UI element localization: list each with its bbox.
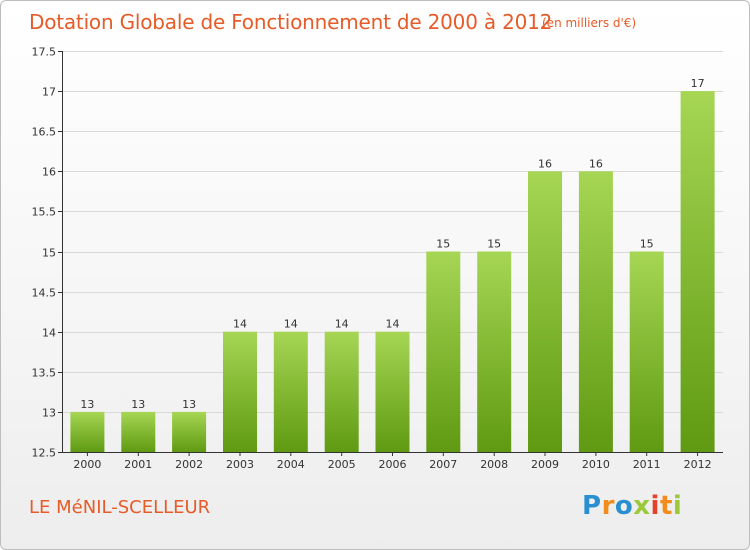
logo-letter: r: [601, 491, 615, 521]
x-tick-label: 2005: [328, 458, 356, 471]
bar: [578, 171, 613, 453]
bar: [223, 331, 257, 452]
x-tick-label: 2006: [379, 458, 407, 471]
data-label: 13: [182, 398, 196, 411]
bar: [528, 171, 562, 453]
value-labels: 13 13 13 14 14 14 14 15 15 16 16 15 17: [80, 77, 704, 411]
bar: [375, 331, 410, 452]
y-axis-ticks: 12.5 13 13.5 14 14.5 15 15.5 16 16.5 17 17.5: [32, 46, 62, 460]
x-tick-label: 2002: [175, 458, 203, 471]
data-label: 15: [487, 238, 501, 251]
x-axis-ticks: 2000 2001 2002 2003 2004 2005 2006 2007 2008 2009…: [73, 452, 712, 471]
bar: [70, 411, 105, 452]
y-tick-label: 13: [42, 407, 56, 420]
x-tick-label: 2010: [582, 458, 610, 471]
x-tick-label: 2008: [480, 458, 508, 471]
x-tick-label: 2003: [226, 458, 254, 471]
logo-letter: i: [672, 491, 683, 521]
bar: [273, 331, 308, 452]
data-label: 13: [131, 398, 145, 411]
commune-name: LE MéNIL-SCELLEUR: [29, 497, 211, 518]
y-tick-label: 17.5: [32, 46, 57, 59]
y-tick-label: 16.5: [32, 126, 57, 139]
y-tick-label: 14: [42, 327, 56, 340]
data-label: 14: [386, 318, 400, 331]
bar: [629, 251, 664, 452]
data-label: 16: [589, 157, 603, 170]
x-tick-label: 2009: [531, 458, 559, 471]
x-tick-label: 2012: [684, 458, 712, 471]
data-label: 14: [284, 318, 298, 331]
data-label: 13: [80, 398, 94, 411]
bar: [426, 251, 461, 452]
y-tick-label: 14.5: [32, 287, 57, 300]
x-tick-label: 2007: [429, 458, 457, 471]
bar: [477, 251, 512, 452]
bar: [172, 411, 207, 452]
logo-letter: o: [614, 491, 634, 521]
chart-subtitle: (en milliers d'€): [542, 16, 637, 30]
x-tick-label: 2001: [124, 458, 152, 471]
data-label: 15: [436, 238, 450, 251]
x-tick-label: 2011: [633, 458, 661, 471]
x-tick-label: 2004: [277, 458, 305, 471]
data-label: 14: [233, 318, 247, 331]
chart-title: Dotation Globale de Fonctionnement de 20…: [29, 10, 553, 34]
y-tick-label: 15.5: [32, 206, 57, 219]
y-tick-label: 13.5: [32, 367, 57, 380]
bar: [680, 91, 715, 452]
proxiti-logo: Proxiti: [582, 491, 682, 521]
y-tick-label: 17: [42, 86, 56, 99]
y-tick-label: 15: [42, 247, 56, 260]
bars: [70, 91, 715, 453]
logo-letter: x: [633, 491, 651, 521]
data-label: 15: [640, 238, 654, 251]
bar: [324, 331, 359, 452]
data-label: 17: [691, 77, 705, 90]
logo-letter: t: [659, 491, 673, 521]
logo-letter: i: [650, 491, 660, 521]
data-label: 14: [335, 318, 349, 331]
bar: [121, 411, 156, 452]
data-label: 16: [538, 157, 552, 170]
axes: [62, 51, 723, 453]
y-tick-label: 16: [42, 166, 56, 179]
logo-letter: P: [582, 491, 602, 521]
x-tick-label: 2000: [73, 458, 101, 471]
y-tick-label: 12.5: [32, 447, 57, 460]
